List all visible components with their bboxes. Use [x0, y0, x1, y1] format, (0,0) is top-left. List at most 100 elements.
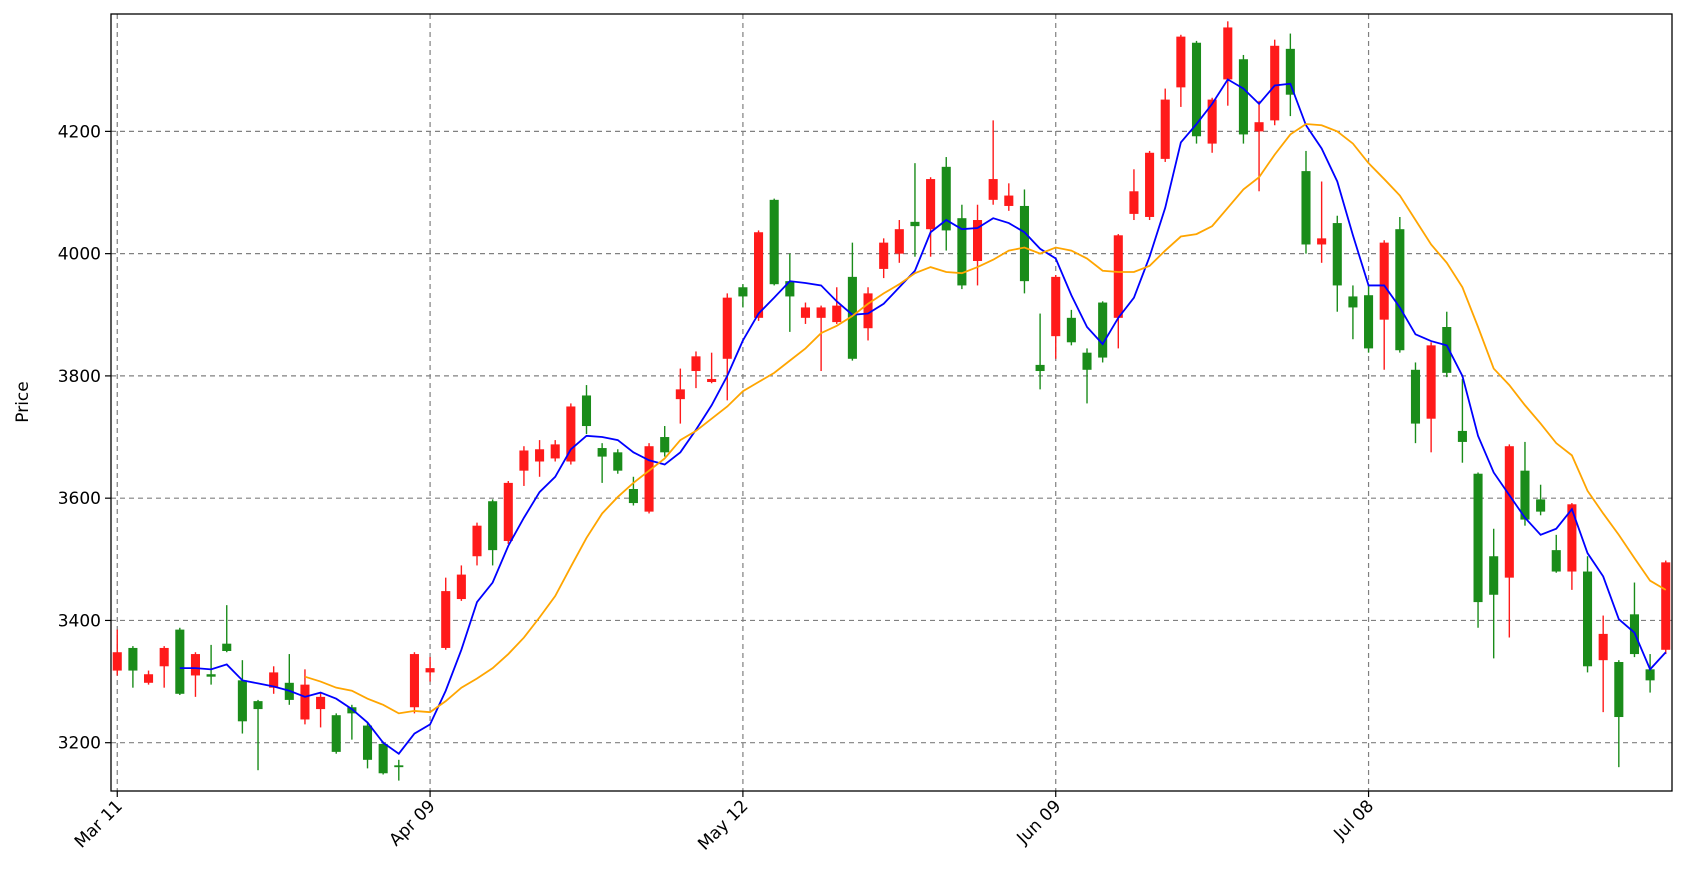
candle-body: [894, 229, 904, 254]
candle-body: [566, 406, 576, 462]
candle-body: [1285, 48, 1295, 95]
candle-body: [1379, 242, 1389, 320]
candle-body: [1129, 191, 1139, 214]
candle-body: [597, 448, 607, 457]
candle-body: [1051, 276, 1061, 337]
candle-body: [331, 715, 341, 752]
candle-body: [1614, 662, 1624, 718]
candle-body: [1035, 364, 1045, 372]
candle-body: [300, 684, 310, 720]
candle-body: [441, 591, 451, 648]
candle-body: [613, 452, 623, 471]
candle-body: [409, 654, 419, 708]
candle-body: [550, 444, 560, 459]
candle-body: [269, 672, 279, 688]
candle-body: [1395, 229, 1405, 351]
candle-body: [1191, 42, 1202, 137]
candle-body: [362, 725, 373, 760]
candle-body: [1489, 556, 1499, 595]
candle-body: [800, 307, 811, 318]
candle-body: [128, 647, 138, 671]
candle-body: [738, 287, 748, 297]
x-tick-label: Apr 09: [386, 796, 440, 850]
ma-line: [179, 78, 1667, 755]
candle-body: [1567, 504, 1577, 572]
candle-body: [1645, 669, 1655, 681]
y-tick-label: 4000: [58, 245, 101, 265]
candle-body: [1473, 473, 1483, 603]
candle-body: [1520, 470, 1530, 520]
y-tick-label: 3800: [58, 367, 101, 387]
candle-body: [1254, 122, 1264, 132]
candle-body: [1019, 205, 1029, 282]
candle-body: [722, 297, 732, 359]
candle-body: [144, 674, 154, 683]
candle-body: [988, 179, 998, 200]
candle-body: [1301, 171, 1311, 245]
candle-body: [1270, 45, 1280, 121]
candle-body: [190, 654, 200, 676]
candle-body: [175, 629, 185, 694]
candle-body: [1504, 446, 1514, 578]
candle-body: [675, 389, 685, 400]
candle-body: [1598, 633, 1608, 661]
candle-body: [347, 707, 357, 714]
candle-body: [1082, 352, 1092, 370]
candle-body: [660, 437, 670, 453]
candle-body: [112, 652, 122, 671]
x-tick-label: Jun 09: [1013, 796, 1066, 849]
candle-body: [785, 281, 795, 297]
y-tick-label: 3600: [58, 489, 101, 509]
candle-body: [1066, 317, 1076, 343]
candle-body: [535, 449, 545, 462]
candle-body: [1098, 302, 1108, 358]
candle-body: [769, 199, 779, 285]
candle-body: [691, 356, 701, 372]
candle-body: [1426, 345, 1436, 419]
candle-body: [941, 166, 951, 231]
ma-line: [304, 123, 1667, 715]
candle-body: [1223, 27, 1233, 80]
candle-body: [425, 668, 435, 673]
candle-body: [1348, 296, 1358, 308]
candle-body: [879, 242, 889, 269]
candle-body: [816, 307, 826, 318]
candle-body: [1442, 327, 1452, 373]
candle-body: [644, 446, 654, 512]
candle-body: [456, 574, 466, 600]
candle-body: [1145, 152, 1155, 217]
candle-body: [1457, 430, 1467, 442]
candle-body: [378, 743, 388, 774]
candle-body: [957, 218, 967, 286]
candle-body: [1113, 235, 1123, 318]
x-tick-label: Jul 08: [1330, 796, 1378, 844]
candle-body: [316, 696, 326, 710]
candle-body: [581, 395, 592, 427]
candle-body: [707, 378, 717, 383]
candle-body: [926, 179, 936, 230]
candle-body: [394, 765, 404, 768]
x-tick-label: Mar 11: [71, 796, 127, 852]
y-tick-label: 4200: [58, 122, 101, 142]
candle-body: [1207, 99, 1217, 144]
candle-body: [1551, 550, 1561, 572]
candle-body: [472, 525, 482, 557]
candle-body: [863, 293, 873, 329]
y-tick-label: 3200: [58, 734, 101, 754]
candle-body: [910, 221, 920, 227]
candle-body: [1004, 195, 1014, 206]
candle-body: [1536, 499, 1546, 512]
candle-body: [1238, 59, 1248, 135]
x-tick-label: May 12: [694, 796, 752, 854]
candle-body: [222, 643, 232, 652]
candle-body: [1583, 571, 1593, 667]
y-tick-label: 3400: [58, 611, 101, 631]
candle-body: [1364, 295, 1374, 349]
candle-body: [1176, 36, 1186, 88]
candle-body: [159, 647, 169, 667]
candle-body: [1410, 369, 1421, 424]
candle-body: [488, 501, 498, 551]
candle-body: [1332, 223, 1342, 286]
candle-body: [628, 489, 638, 504]
